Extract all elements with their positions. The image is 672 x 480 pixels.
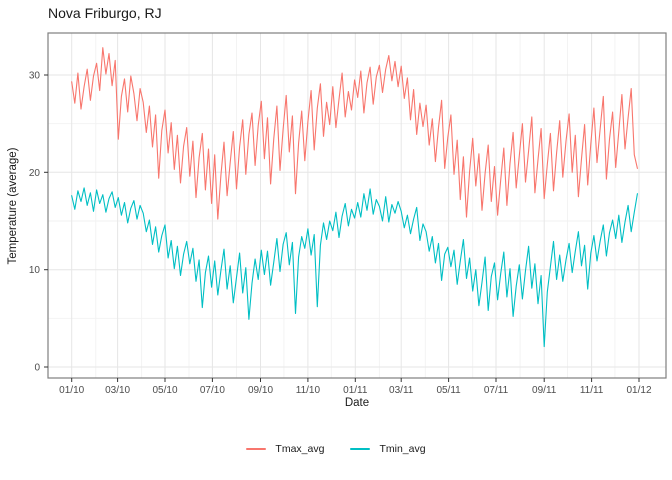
x-tick-label: 01/11 xyxy=(343,385,368,396)
y-tick-label: 30 xyxy=(29,71,41,82)
legend-item-tmin: Tmin_avg xyxy=(350,443,426,455)
legend: Tmax_avg Tmin_avg xyxy=(0,443,672,455)
y-tick-label: 0 xyxy=(34,363,40,374)
x-tick-label: 09/11 xyxy=(532,385,557,396)
chart-title: Nova Friburgo, RJ xyxy=(48,5,162,21)
x-tick-label: 07/10 xyxy=(200,385,225,396)
x-tick-label: 05/10 xyxy=(152,385,177,396)
series-line-tmin_avg xyxy=(71,187,638,348)
x-tick-label: 05/11 xyxy=(436,385,461,396)
x-tick-label: 03/10 xyxy=(105,385,130,396)
legend-label-tmax: Tmax_avg xyxy=(275,443,325,455)
x-tick-label: 07/11 xyxy=(484,385,509,396)
y-axis-title: Temperature (average) xyxy=(7,147,19,265)
x-tick-label: 01/10 xyxy=(59,385,84,396)
x-tick-label: 01/12 xyxy=(626,385,651,396)
legend-line-swatch-tmin xyxy=(350,448,371,450)
x-axis-title: Date xyxy=(344,397,370,409)
x-tick-label: 11/11 xyxy=(580,385,604,396)
x-tick-label: 03/11 xyxy=(389,385,414,396)
legend-label-tmin: Tmin_avg xyxy=(379,443,426,455)
y-tick-label: 20 xyxy=(29,168,41,179)
series-line-tmax_avg xyxy=(71,47,638,220)
x-tick-label: 09/10 xyxy=(248,385,273,396)
x-tick-label: 11/10 xyxy=(296,385,321,396)
panel-border xyxy=(47,32,667,379)
legend-item-tmax: Tmax_avg xyxy=(246,443,324,455)
y-tick-label: 10 xyxy=(29,265,41,276)
legend-line-swatch-tmax xyxy=(246,448,267,450)
